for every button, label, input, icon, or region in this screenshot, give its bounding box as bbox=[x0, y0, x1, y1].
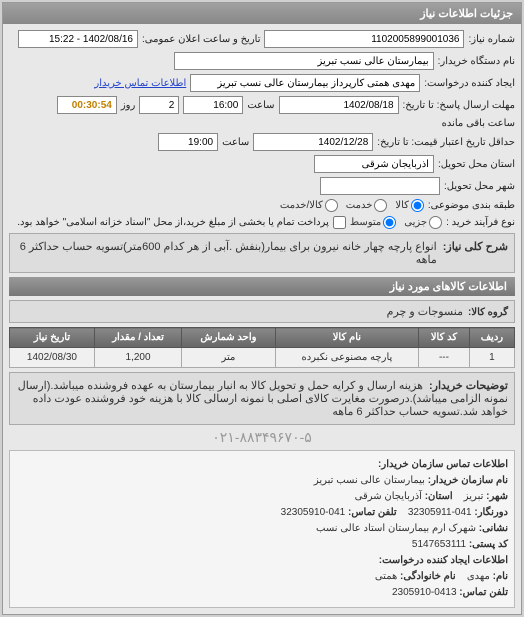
category-radio-group: کالا خدمت کالا/خدمت bbox=[280, 199, 424, 212]
creator-input[interactable] bbox=[190, 74, 420, 92]
contact-org: بیمارستان عالی نسب تبریز bbox=[314, 475, 425, 486]
row-validity: حداقل تاریخ اعتبار قیمت: تا تاریخ: ساعت bbox=[9, 133, 515, 151]
contact-address: شهرک ارم بیمارستان استاد عالی نسب bbox=[316, 523, 476, 534]
request-no-label: شماره نیاز: bbox=[468, 34, 515, 45]
th-qty: تعداد / مقدار bbox=[94, 328, 181, 348]
category-label: طبقه بندی موضوعی: bbox=[428, 200, 515, 211]
cat-service-radio[interactable]: خدمت bbox=[346, 199, 388, 212]
need-title-box: شرح کلی نیاز: انواع پارچه چهار خانه نیرو… bbox=[9, 233, 515, 273]
cell-name: پارچه مصنوعی نکبرده bbox=[275, 348, 418, 368]
need-title-label: شرح کلی نیاز: bbox=[443, 240, 508, 266]
group-value: منسوجات و چرم bbox=[387, 306, 463, 318]
contact-postal: 5147653111 bbox=[412, 539, 466, 550]
contact-phone-label: تلفن تماس: bbox=[348, 507, 397, 518]
row-city: شهر محل تحویل: bbox=[9, 177, 515, 195]
cell-code: --- bbox=[419, 348, 470, 368]
panel-title: جزئیات اطلاعات نیاز bbox=[3, 3, 521, 24]
buyer-org-input[interactable] bbox=[174, 52, 434, 70]
contact-address-label: نشانی: bbox=[479, 523, 508, 534]
table-header-row: ردیف کد کالا نام کالا واحد شمارش تعداد /… bbox=[10, 328, 515, 348]
cell-unit: متر bbox=[182, 348, 276, 368]
time-label-1: ساعت bbox=[247, 100, 274, 111]
process-radio-group: جزیی متوسط bbox=[350, 216, 442, 229]
validity-label: حداقل تاریخ اعتبار قیمت: تا تاریخ: bbox=[377, 137, 515, 148]
th-date: تاریخ نیاز bbox=[10, 328, 95, 348]
buyer-org-label: نام دستگاه خریدار: bbox=[438, 56, 515, 67]
contact-fax-label: دورنگار: bbox=[474, 507, 508, 518]
creator-family: همتی bbox=[375, 571, 397, 582]
row-buyer-org: نام دستگاه خریدار: bbox=[9, 52, 515, 70]
th-code: کد کالا bbox=[419, 328, 470, 348]
contact-province-label: استان: bbox=[425, 491, 453, 502]
cell-index: 1 bbox=[469, 348, 514, 368]
deadline-time-input[interactable] bbox=[183, 96, 243, 114]
cell-qty: 1,200 bbox=[94, 348, 181, 368]
treasury-checkbox[interactable] bbox=[333, 216, 346, 229]
process-label: نوع فرآیند خرید : bbox=[446, 217, 515, 228]
contact-title: اطلاعات تماس سازمان خریدار: bbox=[378, 459, 508, 470]
creator-name-label: نام: bbox=[493, 571, 508, 582]
validity-date-input[interactable] bbox=[253, 133, 373, 151]
row-process: نوع فرآیند خرید : جزیی متوسط پرداخت تمام… bbox=[9, 216, 515, 229]
city-input[interactable] bbox=[320, 177, 440, 195]
day-label: روز bbox=[121, 100, 136, 111]
contact-province: آذربایجان شرقی bbox=[355, 491, 422, 502]
watermark-phone: ۰۲۱-۸۸۳۴۹۶۷۰-۵ bbox=[9, 429, 515, 446]
proc-medium-radio[interactable]: متوسط bbox=[350, 216, 396, 229]
contact-org-label: نام سازمان خریدار: bbox=[428, 475, 508, 486]
buyer-desc-box: توضیحات خریدار: هزینه ارسال و کرایه حمل … bbox=[9, 372, 515, 425]
table-row[interactable]: 1 --- پارچه مصنوعی نکبرده متر 1,200 1402… bbox=[10, 348, 515, 368]
cat-both-radio[interactable]: کالا/خدمت bbox=[280, 199, 338, 212]
cell-date: 1402/08/30 bbox=[10, 348, 95, 368]
row-creator: ایجاد کننده درخواست: اطلاعات تماس خریدار bbox=[9, 74, 515, 92]
announce-input[interactable] bbox=[18, 30, 138, 48]
contact-link[interactable]: اطلاعات تماس خریدار bbox=[94, 78, 186, 89]
timer-input bbox=[57, 96, 117, 114]
location-label: استان محل تحویل: bbox=[438, 159, 515, 170]
creator-phone-label: تلفن تماس: bbox=[459, 587, 508, 598]
creator-section-title: اطلاعات ایجاد کننده درخواست: bbox=[379, 555, 508, 566]
row-location: استان محل تحویل: bbox=[9, 155, 515, 173]
time-label-2: ساعت bbox=[222, 137, 249, 148]
group-label: گروه کالا: bbox=[466, 305, 510, 320]
details-panel: جزئیات اطلاعات نیاز شماره نیاز: تاریخ و … bbox=[2, 2, 522, 615]
announce-label: تاریخ و ساعت اعلان عمومی: bbox=[142, 34, 261, 45]
goods-section-title: اطلاعات کالاهای مورد نیاز bbox=[9, 277, 515, 296]
remain-days-input[interactable] bbox=[139, 96, 179, 114]
request-no-input[interactable] bbox=[264, 30, 464, 48]
creator-phone: 0413-2305910 bbox=[392, 587, 457, 598]
creator-label: ایجاد کننده درخواست: bbox=[424, 78, 515, 89]
panel-body: شماره نیاز: تاریخ و ساعت اعلان عمومی: نا… bbox=[3, 24, 521, 614]
validity-time-input[interactable] bbox=[158, 133, 218, 151]
row-category: طبقه بندی موضوعی: کالا خدمت کالا/خدمت bbox=[9, 199, 515, 212]
remain-label: ساعت باقی مانده bbox=[442, 118, 515, 129]
creator-family-label: نام خانوادگی: bbox=[400, 571, 456, 582]
creator-name: مهدی bbox=[467, 571, 490, 582]
deadline-label: مهلت ارسال پاسخ: تا تاریخ: bbox=[403, 100, 515, 111]
contact-box: اطلاعات تماس سازمان خریدار: نام سازمان خ… bbox=[9, 450, 515, 608]
location-input[interactable] bbox=[314, 155, 434, 173]
row-request-no: شماره نیاز: تاریخ و ساعت اعلان عمومی: bbox=[9, 30, 515, 48]
th-index: ردیف bbox=[469, 328, 514, 348]
th-unit: واحد شمارش bbox=[182, 328, 276, 348]
goods-table: ردیف کد کالا نام کالا واحد شمارش تعداد /… bbox=[9, 327, 515, 368]
th-name: نام کالا bbox=[275, 328, 418, 348]
contact-fax: 041-32305911 bbox=[408, 507, 472, 518]
row-deadline: مهلت ارسال پاسخ: تا تاریخ: ساعت روز ساعت… bbox=[9, 96, 515, 129]
deadline-date-input[interactable] bbox=[279, 96, 399, 114]
proc-minor-radio[interactable]: جزیی bbox=[404, 216, 442, 229]
cat-goods-radio[interactable]: کالا bbox=[395, 199, 424, 212]
buyer-desc-label: توضیحات خریدار: bbox=[429, 379, 508, 392]
contact-city: تبریز bbox=[464, 491, 484, 502]
contact-postal-label: کد پستی: bbox=[469, 539, 508, 550]
proc-note: پرداخت تمام یا بخشی از مبلغ خرید،از محل … bbox=[17, 217, 329, 228]
contact-phone: 041-32305910 bbox=[281, 507, 346, 518]
contact-city-label: شهر: bbox=[486, 491, 508, 502]
group-box: گروه کالا: منسوجات و چرم bbox=[9, 300, 515, 323]
city-label: شهر محل تحویل: bbox=[444, 181, 515, 192]
need-title-text: انواع پارچه چهار خانه نیرون برای بیمار(ب… bbox=[16, 240, 437, 266]
